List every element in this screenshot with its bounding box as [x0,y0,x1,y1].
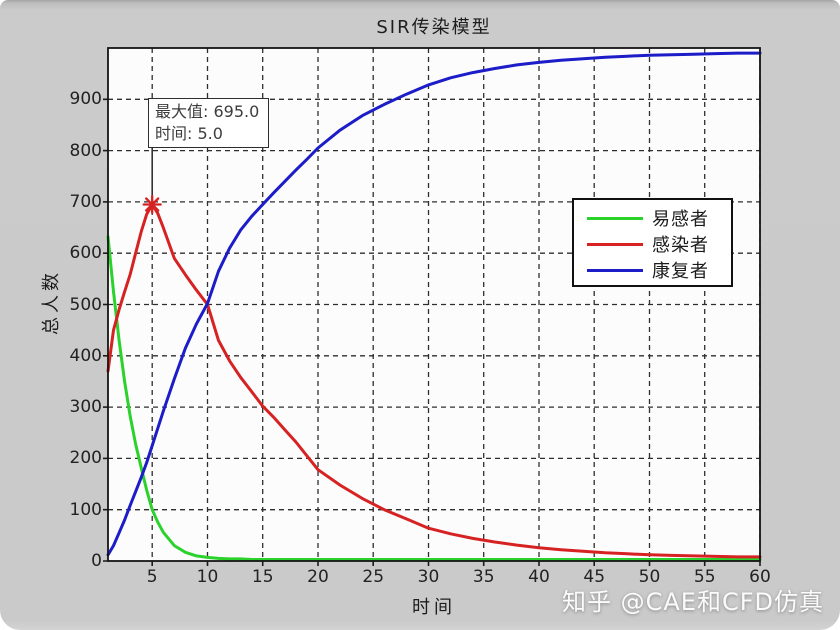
x-axis-label: 时间 [412,597,456,618]
legend-label: 易感者 [652,209,709,230]
x-tick-label: 50 [638,567,661,587]
y-tick-label: 900 [69,89,102,110]
legend-item-2: 康复者 [574,257,731,283]
y-tick-label: 500 [69,294,102,315]
y-tick-label: 200 [69,448,102,469]
legend-line-sample [587,216,643,220]
x-tick-label: 60 [749,567,771,587]
annotation-max-value: 最大值: 695.0 [155,102,260,121]
x-tick-label: 25 [362,567,385,587]
series-line-2 [106,51,762,557]
x-tick-label: 15 [251,567,274,587]
legend-item-0: 易感者 [574,205,731,231]
y-tick-label: 800 [69,140,102,161]
series-line-1 [106,203,762,559]
chart-title: SIR传染模型 [376,17,492,38]
x-tick-label: 30 [417,567,440,587]
peak-star-marker [145,197,160,212]
x-tick-label: 10 [196,567,219,587]
legend-line-sample [587,268,643,272]
legend: 易感者 感染者 康复者 [572,198,733,287]
y-tick-label: 100 [69,499,102,520]
peak-annotation: 最大值: 695.0 时间: 5.0 [148,98,269,148]
x-tick-label: 20 [307,567,329,587]
legend-label: 感染者 [652,235,709,256]
legend-item-1: 感染者 [574,231,731,257]
x-tick-label: 40 [528,567,550,587]
x-tick-label: 55 [693,567,716,587]
series-line-0 [106,235,762,561]
legend-line-sample [587,242,643,246]
x-tick-label: 35 [472,567,495,587]
x-tick-label: 5 [146,567,158,587]
axes-box [107,47,761,562]
annotation-time: 时间: 5.0 [155,124,223,143]
watermark: 知乎 @CAE和CFD仿真 [561,588,824,616]
y-tick-label: 600 [69,243,102,264]
y-tick-label: 300 [69,397,102,418]
legend-label: 康复者 [652,261,709,282]
x-tick-label: 45 [583,567,606,587]
y-tick-label: 0 [91,551,102,571]
y-tick-label: 700 [69,191,102,212]
y-tick-label: 400 [69,345,102,366]
